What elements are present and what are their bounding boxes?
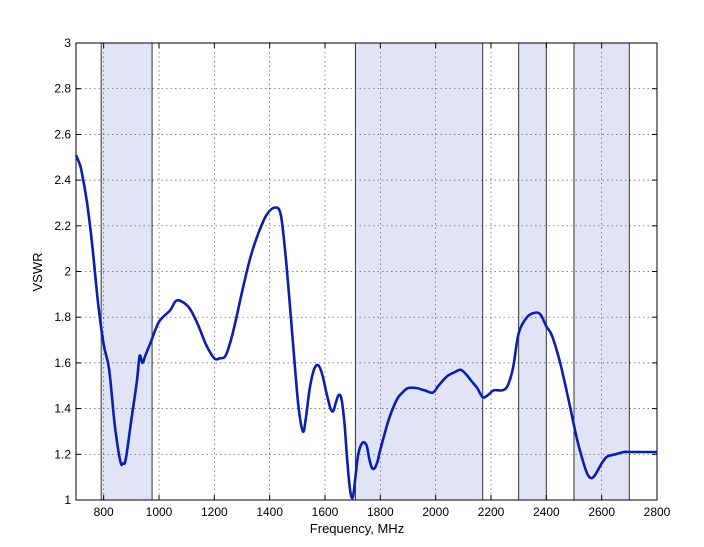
y-tick-label: 2.8 xyxy=(54,82,71,96)
x-tick-label: 800 xyxy=(94,505,114,519)
x-tick-label: 2000 xyxy=(422,505,449,519)
x-tick-label: 2200 xyxy=(478,505,505,519)
x-tick-label: 2400 xyxy=(533,505,560,519)
x-tick-label: 1800 xyxy=(367,505,394,519)
y-tick-label: 2.6 xyxy=(54,127,71,141)
x-tick-label: 1200 xyxy=(201,505,228,519)
axis-ticks xyxy=(76,42,658,501)
y-tick-label: 2.4 xyxy=(54,173,71,187)
y-tick-label: 1 xyxy=(64,493,71,507)
x-tick-label: 2600 xyxy=(588,505,615,519)
vswr-series-line xyxy=(74,154,657,500)
y-tick-labels: 1 1.2 1.4 1.6 1.8 2 2.2 2.4 2.6 2.8 3 xyxy=(54,36,71,507)
x-tick-label: 2800 xyxy=(644,505,671,519)
y-tick-label: 2.2 xyxy=(54,219,71,233)
band-4 xyxy=(573,42,630,501)
y-tick-label: 1.2 xyxy=(54,447,71,461)
x-axis-label: Frequency, MHz xyxy=(310,521,404,536)
y-tick-label: 1.8 xyxy=(54,310,71,324)
y-tick-label: 1.4 xyxy=(54,402,71,416)
y-axis-label: VSWR xyxy=(30,253,45,292)
y-tick-label: 1.6 xyxy=(54,356,71,370)
x-tick-label: 1400 xyxy=(256,505,283,519)
x-tick-label: 1000 xyxy=(146,505,173,519)
y-tick-label: 2 xyxy=(64,265,71,279)
x-tick-labels: 800 1000 1200 1400 1600 1800 2000 2200 2400 2600 2… xyxy=(94,505,671,519)
x-tick-label: 1600 xyxy=(312,505,339,519)
y-tick-label: 3 xyxy=(64,36,71,50)
